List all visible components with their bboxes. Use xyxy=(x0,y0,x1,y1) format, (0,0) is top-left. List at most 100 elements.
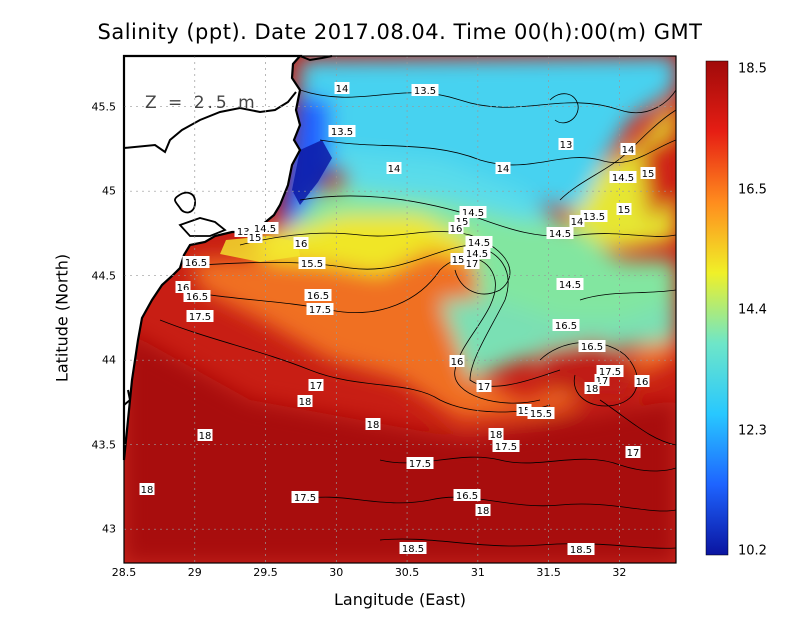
contour-label: 16 xyxy=(293,237,309,250)
contour-label: 14 xyxy=(386,162,402,175)
contour-label: 17.5 xyxy=(306,303,334,316)
contour-label-text: 15.5 xyxy=(530,409,552,420)
contour-label-box xyxy=(596,365,624,377)
contour-label-text: 14.5 xyxy=(254,224,276,235)
contour-label-text: 17 xyxy=(596,376,609,387)
contour-label: 18.5 xyxy=(399,542,427,555)
contour-label: 17.5 xyxy=(186,310,214,323)
contour-label-box xyxy=(298,257,326,269)
contour-label: 18 xyxy=(197,429,213,442)
contour-label: 16 xyxy=(634,375,650,388)
contour-label-box xyxy=(492,440,520,452)
x-tick-label: 30 xyxy=(329,566,344,579)
contour-line xyxy=(319,139,676,166)
contour-label-text: 14 xyxy=(622,145,635,156)
contour-label-text: 14.5 xyxy=(468,238,490,249)
contour-label: 13.5 xyxy=(580,210,608,223)
contour-label-box xyxy=(183,290,211,302)
contour-label: 15.5 xyxy=(298,257,326,270)
contour-label-text: 18.5 xyxy=(402,544,424,555)
contour-label-box xyxy=(139,483,155,495)
y-axis-label: Latitude (North) xyxy=(52,253,72,383)
lagoon-outline xyxy=(178,217,227,237)
contour-label: 13 xyxy=(558,138,574,151)
red-eddy xyxy=(540,340,640,400)
contour-label-text: 14 xyxy=(388,164,401,175)
contour-label: 16.5 xyxy=(552,319,580,332)
contour-label-box xyxy=(297,395,313,407)
y-tick-label: 44.5 xyxy=(91,269,117,283)
contour-label: 18.5 xyxy=(567,543,595,556)
contour-label-text: 14 xyxy=(571,217,584,228)
grid-lines xyxy=(124,56,676,563)
contour-label: 14.5 xyxy=(463,247,491,260)
contour-label-text: 14.5 xyxy=(466,249,488,260)
contour-label-box xyxy=(293,237,309,249)
contour-label-box xyxy=(465,236,493,248)
contour-label-text: 16.5 xyxy=(456,491,478,502)
contour-label-box xyxy=(476,380,492,392)
contour-label: 17.5 xyxy=(492,440,520,453)
contour-label-text: 15 xyxy=(642,169,655,180)
contour-label: 17.5 xyxy=(406,457,434,470)
contour-label: 14 xyxy=(495,162,511,175)
contour-label-text: 16 xyxy=(177,283,190,294)
contour-label-text: 13 xyxy=(560,140,573,151)
contour-label-box xyxy=(558,138,574,150)
x-tick-label: 31.5 xyxy=(536,566,561,579)
contour-label-text: 16 xyxy=(636,377,649,388)
contour-label-box xyxy=(306,303,334,315)
contour-label-text: 18.5 xyxy=(570,545,592,556)
contour-label-text: 18 xyxy=(299,397,312,408)
contour-label: 16.5 xyxy=(304,289,332,302)
contour-label-text: 17.5 xyxy=(409,459,431,470)
contour-label-box xyxy=(552,319,580,331)
contour-label-text: 17.5 xyxy=(189,312,211,323)
contour-label-text: 17 xyxy=(310,381,323,392)
contour-label-box xyxy=(182,256,210,268)
contour-line xyxy=(599,399,676,446)
contour-label-box xyxy=(569,215,585,227)
colorbar-tick-label: 12.3 xyxy=(738,423,767,438)
contour-label-text: 17.5 xyxy=(309,305,331,316)
contour-label: 18 xyxy=(584,382,600,395)
contour-label: 15.5 xyxy=(527,407,555,420)
contour-label-text: 13.5 xyxy=(414,86,436,97)
contour-label: 18 xyxy=(365,418,381,431)
contour-label-box xyxy=(640,167,656,179)
contour-label: 14.5 xyxy=(556,278,584,291)
y-tick-label: 45 xyxy=(102,184,116,198)
yellow-plume xyxy=(220,236,300,262)
y-tick-label: 43 xyxy=(102,522,116,536)
contour-label-box xyxy=(580,210,608,222)
contour-label-box xyxy=(411,84,439,96)
contour-label-text: 17.5 xyxy=(294,493,316,504)
contour-label: 16.5 xyxy=(578,340,606,353)
contour-label-text: 15 xyxy=(518,406,531,417)
contour-label: 14 xyxy=(620,143,636,156)
contour-label: 15 xyxy=(450,253,466,266)
contour-label: 17 xyxy=(464,257,480,270)
contour-label-box xyxy=(463,247,491,259)
contour-label-box xyxy=(567,543,595,555)
contour-label-box xyxy=(556,278,584,290)
contour-label-text: 17 xyxy=(478,382,491,393)
x-axis-label: Langitude (East) xyxy=(334,590,466,609)
contour-label-text: 17.5 xyxy=(495,442,517,453)
contour-label: 16 xyxy=(449,355,465,368)
coast-west-line xyxy=(123,389,132,406)
y-tick-label: 43.5 xyxy=(91,438,117,452)
lake-outline xyxy=(174,191,196,214)
contour-line xyxy=(579,289,676,301)
contour-label-box xyxy=(328,125,356,137)
x-tick-label: 28.5 xyxy=(111,566,137,579)
contour-label-text: 14.5 xyxy=(549,229,571,240)
contour-label-text: 18 xyxy=(199,431,212,442)
contour-label-box xyxy=(334,82,350,94)
contour-label: 14 xyxy=(569,215,585,228)
orange-band xyxy=(190,240,676,420)
contour-label-box xyxy=(546,227,574,239)
contour-line xyxy=(299,89,676,114)
contour-label: 18 xyxy=(139,483,155,496)
contour-label: 15 xyxy=(640,167,656,180)
